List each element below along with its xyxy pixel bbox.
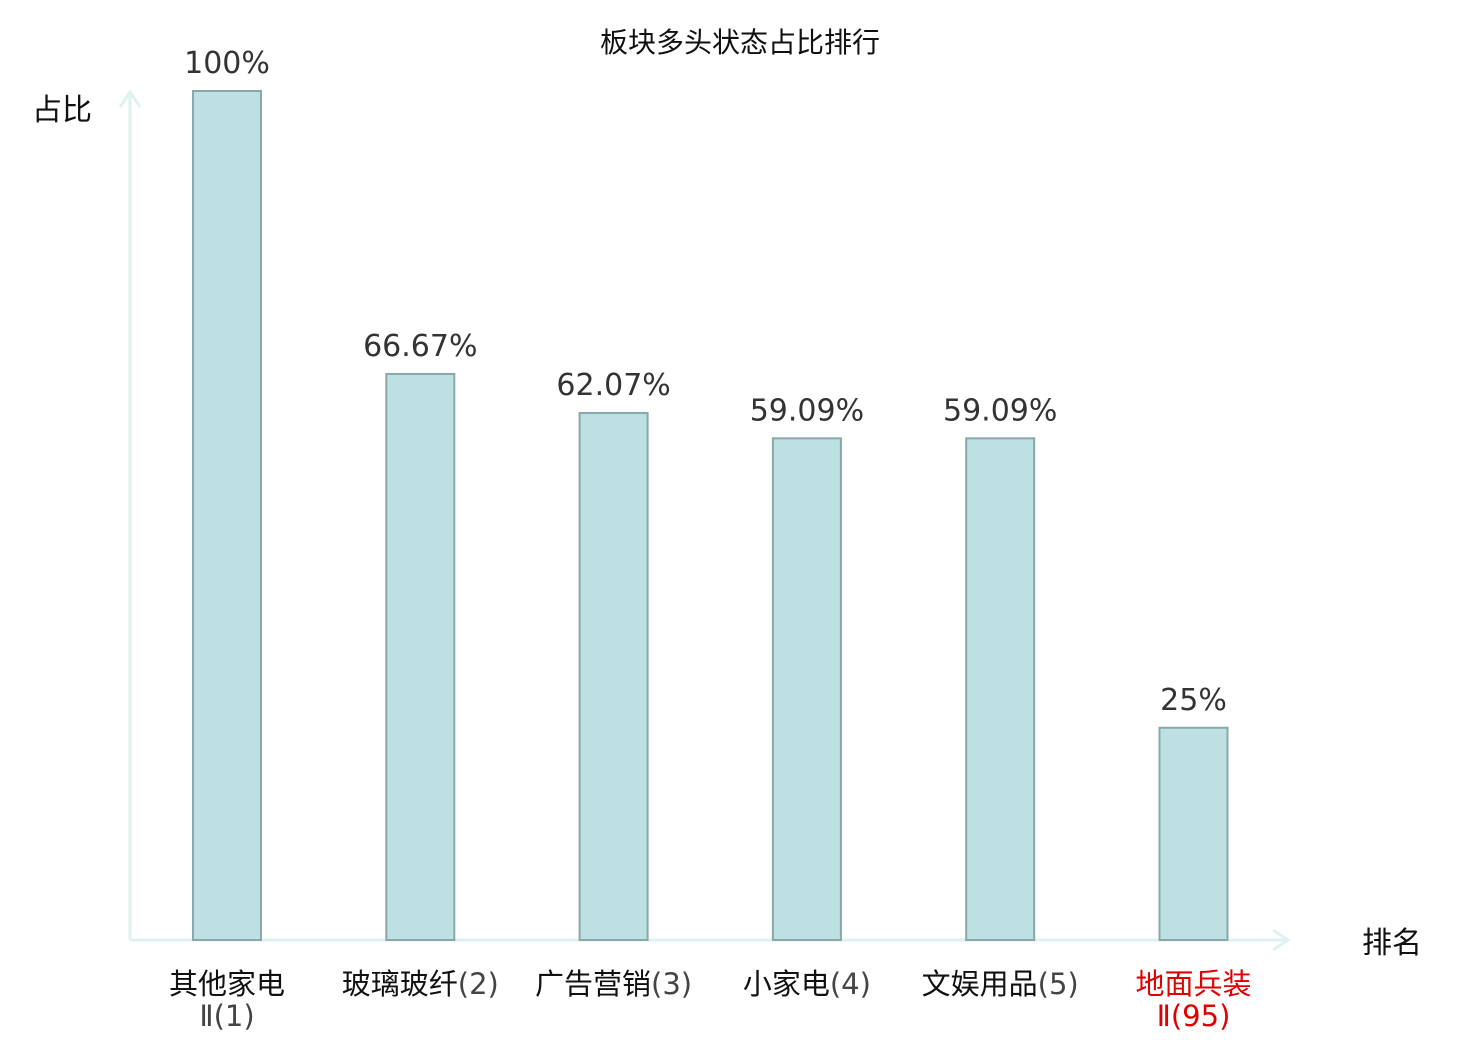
tick-label-rank-3: (3) bbox=[651, 967, 692, 1001]
y-axis-label: 占比 bbox=[32, 93, 92, 128]
y-axis-arrow bbox=[118, 89, 142, 108]
bar-group: 100% 其他家电 Ⅱ(1) 66.67% 玻璃玻纤(2) 62.07% 广告营销(3) 59… bbox=[169, 46, 1252, 1033]
tick-label-name-5: 文娱用品 bbox=[922, 967, 1038, 1001]
value-label-6: 25% bbox=[1160, 683, 1227, 718]
tick-label-3: 广告营销(3) bbox=[535, 967, 692, 1001]
x-axis-arrow bbox=[1272, 928, 1291, 952]
tick-label-rank-6: Ⅱ(95) bbox=[1157, 999, 1231, 1033]
tick-label-6: 地面兵装 Ⅱ(95) bbox=[1135, 967, 1251, 1033]
tick-label-name-3: 广告营销 bbox=[535, 967, 651, 1001]
bar-5 bbox=[965, 437, 1036, 941]
tick-label-name-2: 玻璃玻纤 bbox=[342, 967, 458, 1001]
tick-label-rank-4: (4) bbox=[830, 967, 871, 1001]
bar-6 bbox=[1158, 726, 1229, 941]
tick-label-5: 文娱用品(5) bbox=[922, 967, 1079, 1001]
value-label-2: 66.67% bbox=[363, 329, 477, 364]
value-label-5: 59.09% bbox=[943, 393, 1057, 428]
x-axis-label: 排名 bbox=[1362, 926, 1422, 961]
tick-label-rank-5: (5) bbox=[1038, 967, 1079, 1001]
tick-label-rank-1: Ⅱ(1) bbox=[199, 999, 254, 1033]
bar-2 bbox=[385, 372, 456, 942]
bar-4 bbox=[771, 437, 842, 941]
value-label-4: 59.09% bbox=[750, 393, 864, 428]
tick-label-4: 小家电(4) bbox=[743, 967, 871, 1001]
tick-label-rank-2: (2) bbox=[458, 967, 499, 1001]
tick-label-1: 其他家电 Ⅱ(1) bbox=[169, 967, 285, 1033]
bar-3 bbox=[578, 412, 649, 941]
tick-label-name-6: 地面兵装 bbox=[1135, 967, 1251, 1001]
chart-title: 板块多头状态占比排行 bbox=[600, 26, 880, 59]
tick-label-name-4: 小家电 bbox=[743, 967, 830, 1001]
tick-label-name-1: 其他家电 bbox=[169, 967, 285, 1001]
value-label-3: 62.07% bbox=[556, 368, 670, 403]
value-label-1: 100% bbox=[184, 46, 270, 81]
bar-1 bbox=[192, 90, 262, 941]
tick-label-2: 玻璃玻纤(2) bbox=[342, 967, 499, 1001]
